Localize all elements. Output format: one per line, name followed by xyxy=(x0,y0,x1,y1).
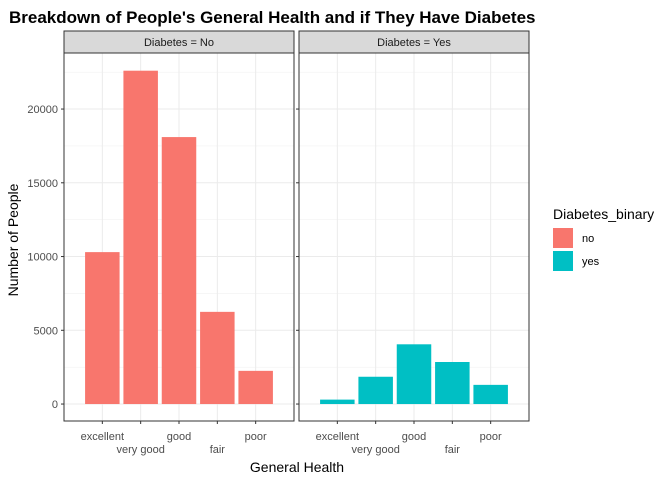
facet-strip-label: Diabetes = Yes xyxy=(377,37,451,49)
legend-label-yes: yes xyxy=(582,256,600,268)
bar-excellent xyxy=(85,252,120,405)
bar-fair xyxy=(435,362,470,405)
y-axis-title: Number of People xyxy=(5,183,21,296)
legend-label-no: no xyxy=(582,233,594,245)
x-tick-label: poor xyxy=(245,431,267,443)
bar-excellent xyxy=(320,399,355,405)
legend-items: no yes xyxy=(553,228,600,271)
y-tick-label: 15000 xyxy=(27,178,58,190)
y-tick-label: 20000 xyxy=(27,104,58,116)
legend-key-no xyxy=(553,228,573,248)
bar-fair xyxy=(200,311,235,405)
x-axis-title: General Health xyxy=(250,459,344,475)
legend-title: Diabetes_binary xyxy=(553,206,654,222)
x-tick-label: good xyxy=(167,431,191,443)
x-tick-label: fair xyxy=(210,444,226,456)
x-tick-label: very good xyxy=(352,444,400,456)
x-tick-label: excellent xyxy=(316,431,359,443)
x-tick-label: excellent xyxy=(81,431,124,443)
y-tick-label: 10000 xyxy=(27,252,58,264)
x-tick-label: fair xyxy=(445,444,461,456)
y-tick-label: 5000 xyxy=(34,325,58,337)
x-tick-label: poor xyxy=(480,431,502,443)
legend: Diabetes_binary no yes xyxy=(553,206,654,271)
chart-title: Breakdown of People's General Health and… xyxy=(9,8,535,27)
bar-poor xyxy=(238,370,273,405)
bar-good xyxy=(396,344,432,405)
legend-key-yes xyxy=(553,251,573,271)
bar-poor xyxy=(473,384,508,405)
bar-very-good xyxy=(123,70,158,405)
x-tick-label: very good xyxy=(117,444,165,456)
bar-good xyxy=(161,137,197,405)
bar-very-good xyxy=(358,376,393,405)
y-tick-label: 0 xyxy=(52,399,58,411)
facet-strip-label: Diabetes = No xyxy=(144,37,214,49)
x-tick-label: good xyxy=(402,431,426,443)
